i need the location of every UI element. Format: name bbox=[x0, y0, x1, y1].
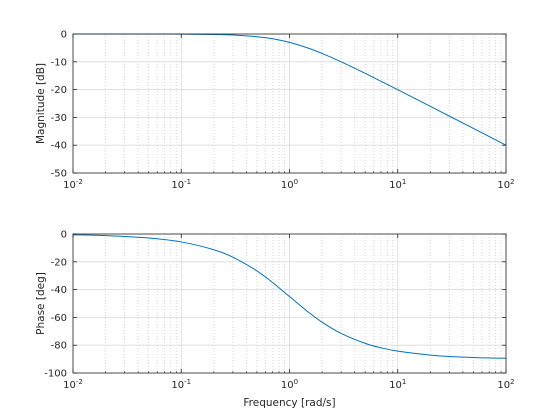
phase-x-axis-label: Frequency [rad/s] bbox=[243, 397, 335, 409]
magnitude-x-tick-base: 10 bbox=[171, 180, 184, 191]
magnitude-x-tick-base: 10 bbox=[63, 180, 76, 191]
magnitude-y-tick-label: -30 bbox=[51, 113, 67, 124]
magnitude-x-tick-exponent: -2 bbox=[76, 178, 83, 186]
magnitude-y-axis-label: Magnitude [dB] bbox=[35, 63, 47, 144]
phase-y-tick-label: -20 bbox=[51, 257, 67, 268]
phase-y-tick-label: 0 bbox=[61, 230, 67, 241]
phase-y-tick-label: -60 bbox=[51, 313, 67, 324]
phase-x-tick-base: 10 bbox=[389, 380, 402, 391]
magnitude-x-tick-base: 10 bbox=[389, 180, 402, 191]
magnitude-y-tick-label: -40 bbox=[51, 141, 67, 152]
magnitude-x-tick-exponent: 0 bbox=[294, 178, 298, 186]
phase-x-tick-exponent: 2 bbox=[510, 378, 514, 386]
phase-x-tick-exponent: -2 bbox=[76, 378, 83, 386]
phase-curve bbox=[72, 234, 507, 359]
phase-x-tick-base: 10 bbox=[281, 380, 294, 391]
magnitude-x-tick-label: 102 bbox=[497, 178, 514, 191]
phase-x-tick-base: 10 bbox=[497, 380, 510, 391]
phase-x-tick-label: 10-1 bbox=[171, 378, 191, 391]
phase-x-tick-label: 100 bbox=[281, 378, 298, 391]
magnitude-y-tick-label: -20 bbox=[51, 85, 67, 96]
magnitude-x-tick-exponent: 2 bbox=[510, 178, 514, 186]
phase-x-tick-label: 101 bbox=[389, 378, 406, 391]
magnitude-y-tick-label: -50 bbox=[51, 169, 67, 180]
magnitude-y-tick-label: 0 bbox=[61, 30, 67, 41]
phase-y-tick-label: -40 bbox=[51, 285, 67, 296]
magnitude-x-tick-base: 10 bbox=[281, 180, 294, 191]
magnitude-x-tick-label: 100 bbox=[281, 178, 298, 191]
phase-y-tick-label: -100 bbox=[44, 369, 67, 380]
phase-x-tick-base: 10 bbox=[171, 380, 184, 391]
phase-x-tick-exponent: 0 bbox=[294, 378, 298, 386]
magnitude-x-tick-label: 10-2 bbox=[63, 178, 83, 191]
magnitude-x-tick-base: 10 bbox=[497, 180, 510, 191]
phase-x-tick-exponent: -1 bbox=[184, 378, 191, 386]
phase-y-tick-label: -80 bbox=[51, 341, 67, 352]
magnitude-x-tick-exponent: 1 bbox=[402, 178, 406, 186]
magnitude-x-tick-label: 10-1 bbox=[171, 178, 191, 191]
magnitude-y-tick-label: -10 bbox=[51, 57, 67, 68]
magnitude-x-tick-exponent: -1 bbox=[184, 178, 191, 186]
phase-x-tick-base: 10 bbox=[63, 380, 76, 391]
phase-x-tick-label: 10-2 bbox=[63, 378, 83, 391]
phase-x-tick-label: 102 bbox=[497, 378, 514, 391]
phase-y-axis-label: Phase [deg] bbox=[35, 272, 47, 335]
magnitude-x-tick-label: 101 bbox=[389, 178, 406, 191]
phase-x-tick-exponent: 1 bbox=[402, 378, 406, 386]
